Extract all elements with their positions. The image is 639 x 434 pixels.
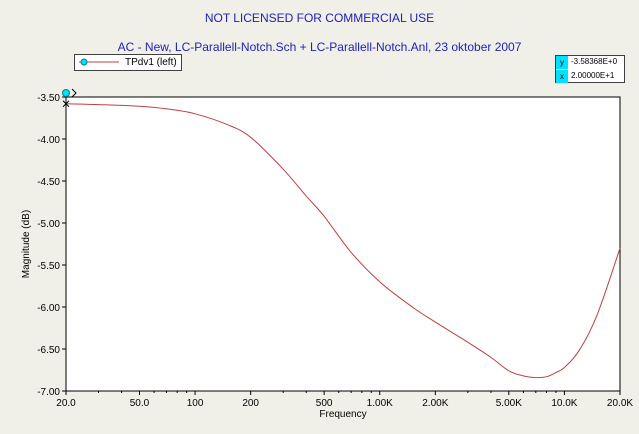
legend-label: TPdv1 (left)	[125, 57, 177, 68]
y-tick-label: -4.50	[37, 177, 60, 188]
cursor-readout: y -3.58368E+0 x 2.00000E+1	[555, 55, 625, 83]
chart-subtitle: AC - New, LC-Parallell-Notch.Sch + LC-Pa…	[117, 40, 522, 54]
x-tick-label: 1.00K	[367, 398, 393, 409]
cursor-y-key: y	[556, 56, 568, 69]
x-tick-label: 10.0K	[551, 398, 577, 409]
legend-line-icon	[79, 58, 119, 66]
x-tick-label: 20.0K	[607, 398, 633, 409]
x-tick-label: 20.0	[56, 398, 76, 409]
y-tick-label: -5.50	[37, 261, 60, 272]
x-tick-label: 5.00K	[496, 398, 522, 409]
cursor-arrow-icon	[71, 88, 77, 98]
y-tick-label: -5.00	[37, 219, 60, 230]
x-tick-label: 2.00K	[422, 398, 448, 409]
y-tick-label: -6.50	[37, 345, 60, 356]
y-tick-label: -7.00	[37, 387, 60, 398]
y-tick-label: -4.00	[37, 135, 60, 146]
x-axis-label: Frequency	[319, 409, 366, 420]
plot-area	[65, 96, 621, 392]
cursor-x-value: 2.00000E+1	[571, 71, 615, 80]
cursor-marker[interactable]	[62, 88, 77, 108]
y-tick-label: -3.50	[37, 93, 60, 104]
x-tick-label: 200	[242, 398, 259, 409]
y-tick-label: -6.00	[37, 303, 60, 314]
cursor-handle-icon	[62, 89, 70, 97]
cursor-cross	[62, 100, 70, 108]
cursor-y-value: -3.58368E+0	[571, 57, 618, 66]
x-tick-label: 500	[316, 398, 333, 409]
chart-title: NOT LICENSED FOR COMMERCIAL USE	[204, 11, 435, 25]
y-axis-label: Magnitude (dB)	[21, 210, 32, 278]
x-tick-label: 50.0	[130, 398, 150, 409]
legend[interactable]: TPdv1 (left)	[74, 54, 182, 71]
cursor-x-key: x	[556, 70, 568, 83]
series-line-tpdv1	[65, 103, 621, 379]
x-tick-label: 100	[187, 398, 204, 409]
